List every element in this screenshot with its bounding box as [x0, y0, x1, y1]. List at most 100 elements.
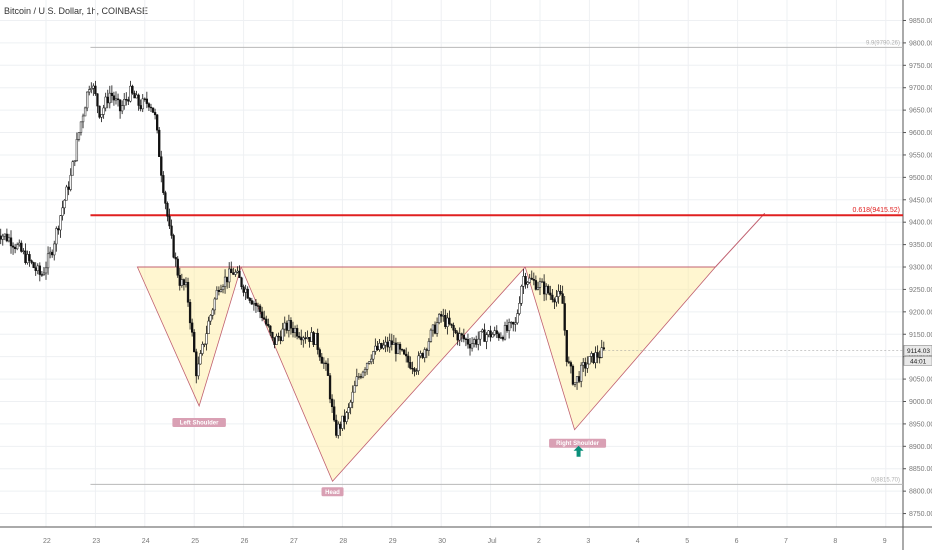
candle-body — [505, 325, 509, 331]
candle — [489, 325, 492, 342]
candle — [600, 339, 603, 359]
y-tick-label: 8950.00 — [909, 421, 932, 428]
candle — [26, 250, 29, 265]
candle — [275, 333, 278, 345]
candle-body — [279, 336, 282, 342]
candle-body — [507, 322, 511, 331]
candle — [534, 275, 538, 291]
candle — [326, 358, 330, 376]
candle — [242, 284, 245, 297]
candle — [590, 351, 593, 363]
candle-body — [384, 341, 387, 346]
x-tick-label: 4 — [636, 538, 640, 545]
candle — [3, 233, 6, 241]
candle-body — [195, 351, 198, 377]
candle — [316, 328, 319, 355]
candle-body — [304, 337, 307, 339]
candle — [448, 310, 451, 326]
candle-body — [106, 96, 109, 104]
candle-body — [582, 362, 585, 366]
x-tick-label: 28 — [339, 538, 347, 545]
candle — [312, 330, 315, 347]
candle-body — [287, 320, 291, 331]
candle — [236, 266, 239, 274]
candle-body — [71, 161, 74, 176]
candle — [164, 190, 167, 210]
candle-body — [545, 285, 548, 295]
candle-body — [180, 279, 183, 286]
candle — [139, 99, 142, 112]
candle-body — [100, 114, 103, 118]
candle-body — [452, 325, 455, 331]
candle-body — [540, 281, 544, 283]
candle — [458, 327, 461, 347]
candle — [411, 361, 414, 375]
right-shoulder-label-bg — [549, 438, 607, 448]
candle — [314, 332, 317, 345]
candle — [528, 273, 531, 284]
candle-body — [330, 398, 334, 407]
x-tick-label: 3 — [586, 538, 590, 545]
candle-body — [553, 299, 556, 303]
candle — [94, 80, 97, 96]
candle-body — [141, 98, 144, 110]
candle-body — [470, 343, 474, 349]
candle-body — [370, 358, 373, 363]
candle-body — [339, 423, 342, 429]
candle-body — [63, 199, 66, 209]
candle — [100, 114, 103, 123]
candle — [59, 214, 62, 238]
candle-body — [503, 325, 507, 340]
candle — [569, 360, 573, 374]
candle-body — [400, 349, 404, 351]
candle — [75, 132, 79, 162]
candle — [271, 331, 274, 341]
candle — [495, 325, 498, 339]
candle-body — [273, 337, 276, 345]
x-tick-label: 24 — [142, 538, 150, 545]
candle-body — [454, 329, 457, 334]
candle — [582, 358, 585, 372]
candle-body — [300, 337, 303, 341]
candle-body — [298, 336, 301, 338]
candle — [244, 284, 247, 301]
candle-body — [94, 85, 97, 95]
candle-body — [429, 329, 433, 342]
candle — [584, 357, 587, 377]
candle-body — [594, 352, 597, 363]
candle-body — [258, 305, 262, 313]
candle — [475, 335, 478, 348]
candle — [464, 337, 468, 347]
candle — [522, 268, 525, 295]
candle — [125, 92, 128, 106]
candle — [147, 102, 151, 112]
candle — [532, 272, 535, 286]
candle-body — [357, 376, 361, 378]
candle — [501, 335, 505, 342]
candle — [83, 106, 87, 117]
candle-body — [90, 88, 93, 90]
candle-body — [522, 276, 525, 287]
candle — [470, 337, 474, 352]
candle-body — [542, 281, 546, 295]
head-triangle — [240, 266, 527, 483]
candle — [182, 278, 186, 291]
candle-body — [75, 139, 79, 161]
candle-body — [433, 324, 437, 334]
candle — [86, 91, 89, 112]
candle — [141, 94, 144, 113]
candle-body — [186, 281, 190, 303]
left-shoulder-label-text: Left Shoulder — [180, 420, 219, 426]
candle — [503, 321, 507, 341]
candle-body — [125, 99, 128, 101]
candle — [368, 361, 371, 365]
candle — [298, 332, 301, 340]
candle — [444, 309, 447, 329]
y-tick-label: 8800.00 — [909, 489, 932, 496]
candle — [46, 246, 50, 275]
candle-body — [312, 332, 315, 345]
candle-body — [411, 368, 414, 370]
candle — [209, 314, 212, 325]
candle — [88, 85, 91, 96]
